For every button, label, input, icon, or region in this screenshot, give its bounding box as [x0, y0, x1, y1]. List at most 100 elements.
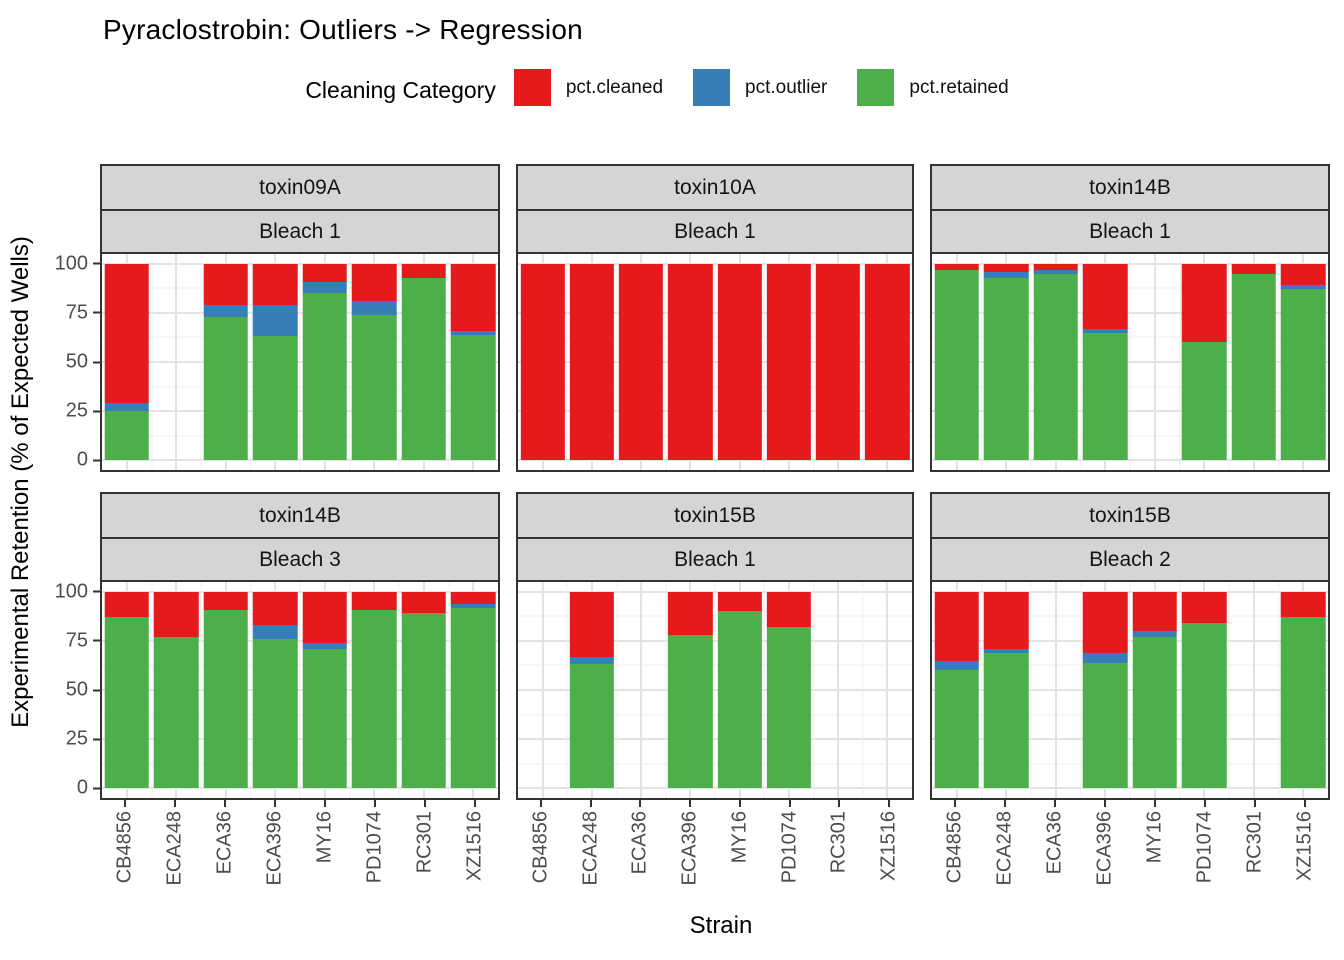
gridline-v-major — [640, 582, 643, 798]
legend-item-pct.retained: pct.retained — [857, 69, 1009, 106]
x-tick-mark — [1004, 800, 1006, 807]
bar-segment-pct.retained-XZ1516 — [1280, 617, 1326, 789]
gridline-v-minor — [714, 582, 716, 798]
y-tick: 0 — [77, 777, 100, 800]
y-tick-mark — [93, 787, 100, 790]
bar-segment-pct.cleaned-RC301 — [401, 591, 447, 614]
gridline-v-minor — [981, 582, 982, 798]
y-axis-title: Experimental Retention (% of Expected We… — [7, 236, 34, 728]
gridline-v-minor — [714, 254, 716, 470]
bar-segment-pct.retained-ECA396 — [668, 635, 713, 789]
bar-segment-pct.cleaned-CB4856 — [934, 591, 980, 661]
bar-segment-pct.cleaned-XZ1516 — [1280, 263, 1326, 286]
y-axis-ticks: 0 25 50 75 100 — [42, 164, 100, 472]
y-tick-mark — [93, 311, 100, 314]
x-tick-label: ECA248 — [163, 811, 186, 886]
gridline-v-minor — [1129, 582, 1131, 798]
bar-segment-pct.cleaned-XZ1516 — [450, 263, 496, 331]
bar-segment-pct.retained-CB4856 — [934, 670, 980, 789]
bar-segment-pct.cleaned-PD1074 — [1181, 591, 1227, 624]
bar-segment-pct.retained-MY16 — [1132, 637, 1178, 789]
gridline-v-minor — [349, 254, 350, 470]
facet-strip-bleach: Bleach 1 — [516, 537, 914, 582]
x-tick: CB4856 — [114, 811, 137, 888]
bar-segment-pct.cleaned-PD1074 — [766, 591, 812, 628]
x-tick-mark — [838, 800, 841, 807]
x-tick: MY16 — [1144, 811, 1167, 868]
facet-panel — [930, 252, 1330, 472]
facet-panel — [516, 580, 914, 800]
x-tick-label: CB4856 — [943, 811, 966, 884]
bar-segment-pct.outlier-ECA248 — [569, 656, 615, 665]
bar-segment-pct.outlier-PD1074 — [351, 301, 397, 315]
bar-segment-pct.retained-XZ1516 — [450, 334, 496, 461]
facet-strip-bleach: Bleach 2 — [930, 537, 1330, 582]
bar-segment-pct.cleaned-RC301 — [401, 263, 447, 278]
bar-segment-pct.cleaned-PD1074 — [351, 591, 397, 610]
x-tick-label: XZ1516 — [463, 811, 486, 882]
bar-segment-pct.retained-MY16 — [302, 293, 348, 461]
bar-segment-pct.cleaned-ECA396 — [1082, 591, 1128, 653]
y-tick: 50 — [66, 679, 100, 702]
bar-segment-pct.retained-ECA248 — [569, 664, 615, 789]
x-tick-mark — [639, 800, 642, 807]
y-tick: 25 — [66, 728, 100, 751]
legend-item-pct.outlier: pct.outlier — [693, 69, 827, 106]
y-tick-label: 0 — [76, 776, 88, 799]
bar-segment-pct.cleaned-MY16 — [302, 263, 348, 282]
gridline-v-minor — [1228, 582, 1230, 798]
bar-segment-pct.cleaned-PD1074 — [1181, 263, 1227, 343]
x-tick-label: PD1074 — [778, 811, 801, 884]
x-tick: XZ1516 — [878, 811, 901, 886]
bar-segment-pct.outlier-XZ1516 — [450, 330, 496, 335]
facet-grid: 0 25 50 75 100 toxin09A Bleach 1 toxin10A Bleach… — [6, 164, 1344, 908]
x-axis: CB4856 ECA248 ECA36 ECA396 MY16 PD1074 RC301 XZ… — [42, 800, 1344, 908]
x-axis-col-1: CB4856 ECA248 ECA36 ECA396 MY16 PD1074 RC301 XZ… — [100, 800, 500, 908]
y-tick-label: 75 — [65, 301, 88, 324]
bar-segment-pct.cleaned-RC301 — [815, 263, 861, 461]
gridline-v-minor — [1030, 582, 1032, 798]
y-tick-mark — [93, 738, 100, 741]
bar-segment-pct.outlier-ECA396 — [1082, 652, 1128, 663]
x-tick: CB4856 — [529, 811, 552, 888]
x-tick: XZ1516 — [1294, 811, 1317, 886]
x-tick-mark — [689, 800, 692, 807]
x-tick: ECA36 — [1044, 811, 1067, 879]
y-tick-mark — [93, 361, 100, 363]
bar-segment-pct.cleaned-ECA396 — [252, 263, 298, 306]
gridline-v-major — [1252, 582, 1255, 798]
x-tick-mark — [224, 800, 226, 807]
bar-segment-pct.cleaned-XZ1516 — [450, 591, 496, 604]
bar-segment-pct.retained-ECA396 — [252, 638, 298, 789]
x-tick-mark — [1154, 800, 1156, 807]
facet-row-1: 0 25 50 75 100 toxin09A Bleach 1 toxin10A Bleach… — [42, 164, 1344, 472]
bar-segment-pct.cleaned-PD1074 — [766, 263, 812, 461]
bar-segment-pct.retained-CB4856 — [934, 269, 980, 461]
facet-panel — [100, 580, 500, 800]
x-tick-mark — [1204, 800, 1206, 807]
bar-segment-pct.outlier-MY16 — [1132, 631, 1178, 637]
x-tick-mark — [788, 800, 791, 807]
bar-segment-pct.cleaned-XZ1516 — [1280, 591, 1326, 618]
y-tick-label: 25 — [65, 727, 88, 750]
gridline-v-major — [175, 254, 178, 470]
x-axis-col-3: CB4856 ECA248 ECA36 ECA396 MY16 PD1074 RC301 XZ… — [930, 800, 1330, 908]
gridline-v-minor — [1080, 254, 1081, 470]
x-tick-mark — [888, 800, 891, 807]
x-tick-label: ECA396 — [1093, 811, 1116, 886]
y-axis-ticks: 0 25 50 75 100 — [42, 492, 100, 800]
gridline-v-minor — [398, 254, 400, 470]
bar-segment-pct.retained-RC301 — [401, 277, 447, 461]
x-tick-mark — [1254, 800, 1256, 807]
x-tick-mark — [1104, 800, 1106, 807]
x-tick-label: MY16 — [728, 811, 751, 864]
facet-panel — [100, 252, 500, 472]
x-tick: ECA248 — [579, 811, 602, 891]
bar-segment-pct.retained-ECA396 — [1082, 332, 1128, 461]
bar-segment-pct.outlier-ECA36 — [203, 305, 249, 317]
x-tick-label: ECA36 — [1043, 811, 1066, 875]
x-tick-label: ECA396 — [678, 811, 701, 886]
legend-item-label: pct.cleaned — [565, 76, 664, 98]
x-tick-mark — [374, 800, 376, 807]
bar-segment-pct.cleaned-MY16 — [717, 591, 762, 612]
